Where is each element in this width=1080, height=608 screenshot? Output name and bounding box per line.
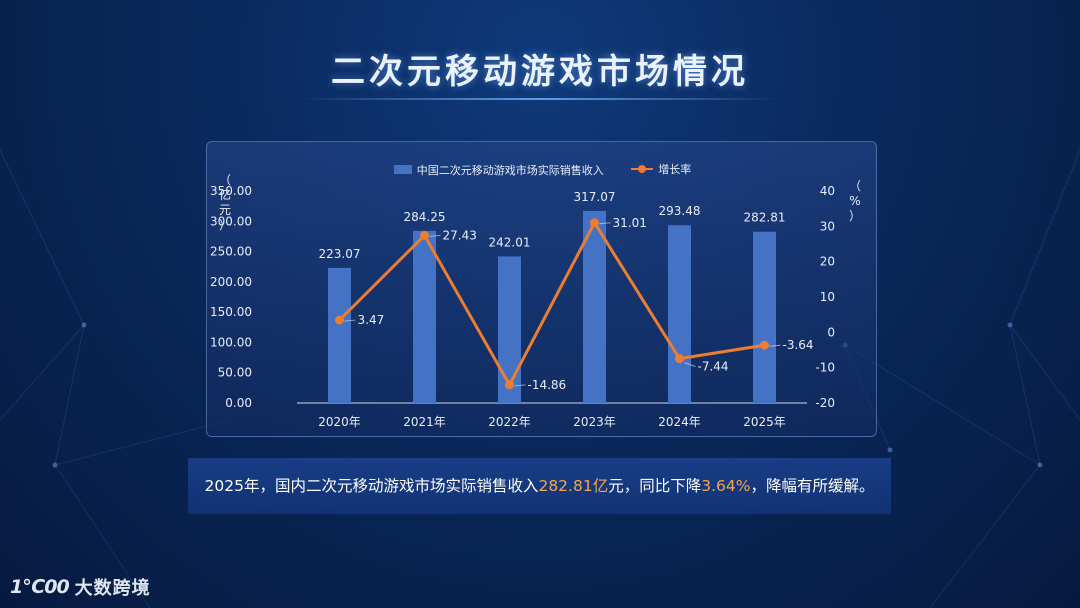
revenue-bar-label: 223.07 [319, 247, 361, 261]
growth-point-label: -14.86 [528, 378, 567, 392]
summary-part3: ，降幅有所缓解。 [750, 477, 875, 495]
growth-line [338, 221, 765, 387]
legend-line-swatch [631, 164, 654, 174]
growth-label-leader [599, 222, 611, 225]
title-underline [300, 98, 780, 100]
growth-label-leader [514, 384, 526, 387]
brand-logo: 1℃00 大数跨境 [10, 574, 151, 600]
x-axis-category-label: 2024年 [658, 415, 701, 429]
revenue-bar-label: 284.25 [404, 210, 446, 224]
right-axis-tick-label: 0 [827, 325, 835, 339]
summary-text: 2025年，国内二次元移动游戏市场实际销售收入282.81亿元，同比下降3.64… [188, 458, 891, 514]
right-axis-tick-label: 10 [820, 290, 835, 304]
revenue-bar [328, 267, 351, 403]
left-axis-tick-label: 250.00 [210, 245, 252, 259]
left-axis-tick-label: 100.00 [210, 335, 252, 349]
left-axis-tick-label: 350.00 [210, 184, 252, 198]
revenue-bar [753, 231, 776, 403]
left-axis-tick-label: 200.00 [210, 275, 252, 289]
page-title: 二次元移动游戏市场情况 [331, 52, 749, 92]
right-unit-char: ） [848, 209, 861, 223]
growth-label-leader [769, 344, 781, 347]
left-unit-char: 亿 [218, 188, 231, 202]
summary-part2: 元，同比下降 [608, 477, 702, 495]
growth-point-label: 31.01 [613, 216, 647, 230]
summary-box: 2025年，国内二次元移动游戏市场实际销售收入282.81亿元，同比下降3.64… [188, 458, 891, 514]
summary-part1: 2025年，国内二次元移动游戏市场实际销售收入 [204, 477, 539, 495]
growth-point-label: -7.44 [698, 360, 729, 374]
revenue-bar-label: 293.48 [659, 204, 701, 218]
x-axis-category-label: 2025年 [743, 415, 786, 429]
right-axis-tick-label: -10 [815, 361, 835, 375]
right-axis-tick-label: 40 [820, 184, 835, 198]
revenue-bar [413, 230, 436, 403]
growth-label-leader [344, 319, 356, 322]
summary-rate: 3.64% [701, 477, 751, 495]
revenue-bar [668, 225, 691, 403]
revenue-bar [498, 256, 521, 403]
growth-point-label: 27.43 [443, 228, 477, 242]
left-unit-char: ） [218, 218, 231, 232]
x-axis-category-label: 2021年 [403, 415, 446, 429]
legend-item-growth: 增长率 [631, 161, 691, 177]
combo-chart: 0.00 50.00 100.00 150.00 200.00 250.00 300.00 3… [210, 184, 835, 429]
left-axis-tick-label: 300.00 [210, 214, 252, 228]
left-axis-unit: （ 亿 元 ） [218, 173, 232, 233]
right-axis-tick-label: 20 [820, 255, 835, 269]
growth-point-label: 3.47 [358, 313, 385, 327]
revenue-bar-label: 317.07 [574, 190, 616, 204]
growth-point [505, 380, 514, 390]
growth-point [760, 340, 769, 350]
right-unit-char: % [849, 194, 861, 208]
left-unit-char: 元 [218, 203, 231, 217]
legend-label-growth: 增长率 [658, 163, 692, 176]
x-axis-category-label: 2023年 [573, 415, 616, 429]
growth-point [675, 354, 684, 364]
growth-label-leader [684, 362, 696, 368]
summary-value: 282.81亿 [538, 477, 609, 495]
legend-bar-swatch [393, 165, 412, 174]
legend-item-revenue: 中国二次元移动游戏市场实际销售收入 [393, 162, 604, 178]
left-axis-tick-label: 50.00 [218, 366, 252, 380]
logo-mark-icon: 1℃00 [10, 576, 70, 598]
left-axis-tick-label: 150.00 [210, 305, 252, 319]
revenue-bar [583, 210, 606, 403]
x-axis-category-label: 2022年 [488, 415, 531, 429]
growth-point [420, 230, 429, 240]
left-unit-char: （ [218, 173, 231, 187]
legend-label-revenue: 中国二次元移动游戏市场实际销售收入 [416, 163, 604, 177]
right-axis-unit: （ % ） [848, 179, 862, 224]
left-axis-tick-label: 0.00 [225, 396, 252, 410]
chart-legend: 中国二次元移动游戏市场实际销售收入 增长率 [207, 161, 878, 178]
right-axis-tick-label: -20 [815, 396, 835, 410]
growth-point [335, 315, 344, 325]
chart-panel: 中国二次元移动游戏市场实际销售收入 增长率 （ 亿 元 ） （ % ） 0.00… [206, 141, 877, 437]
logo-text: 大数跨境 [74, 578, 151, 599]
growth-point [590, 218, 599, 228]
right-axis-tick-label: 30 [820, 219, 835, 233]
revenue-bar-label: 242.01 [489, 235, 531, 249]
growth-point-label: -3.64 [783, 338, 814, 352]
growth-label-leader [429, 234, 441, 237]
right-unit-char: （ [848, 179, 861, 193]
x-axis-category-label: 2020年 [318, 415, 361, 429]
revenue-bar-label: 282.81 [744, 211, 786, 225]
